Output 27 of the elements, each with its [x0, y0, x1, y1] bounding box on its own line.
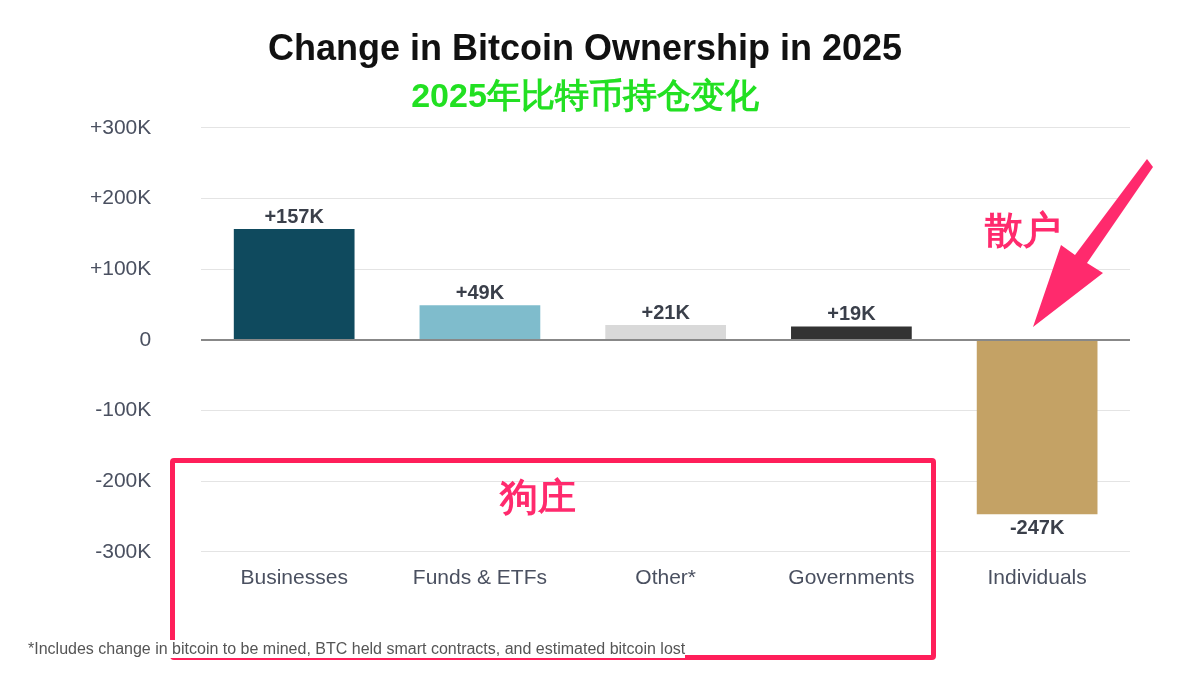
- x-tick-label: Funds & ETFs: [412, 565, 548, 589]
- bar: [976, 340, 1098, 515]
- x-tick-label: Other*: [635, 565, 697, 589]
- annotation: 狗庄: [500, 475, 576, 520]
- data-label: +21K: [641, 300, 691, 323]
- y-tick-label: -200K: [95, 467, 152, 491]
- data-label: +19K: [827, 302, 877, 324]
- y-tick-label: +100K: [90, 256, 152, 280]
- y-tick-label: 0: [139, 326, 152, 350]
- bar: [419, 305, 541, 339]
- x-tick-label: Businesses: [240, 565, 348, 589]
- bar: [791, 326, 912, 339]
- x-tick-label: Governments: [788, 565, 915, 589]
- bar: [233, 229, 355, 339]
- text: *Includes change in bitcoin to be mined, BTC held smart contracts, and estimated bitcoin lost: [28, 640, 686, 658]
- x-tick-label: Individuals: [987, 565, 1087, 589]
- y-tick-label: +300K: [90, 114, 152, 138]
- y-tick-label: -100K: [95, 397, 152, 421]
- annotation: 散户: [985, 208, 1061, 253]
- data-label: +49K: [455, 280, 505, 303]
- bar: [605, 325, 727, 339]
- y-tick-label: -300K: [95, 538, 152, 562]
- chart-title: Change in Bitcoin Ownership in 2025: [267, 26, 903, 68]
- chart-subtitle: 2025年比特币持仓变化: [411, 75, 760, 114]
- data-label: +157K: [264, 204, 325, 227]
- data-label: -247K: [1009, 515, 1065, 538]
- y-tick-label: +200K: [90, 185, 152, 209]
